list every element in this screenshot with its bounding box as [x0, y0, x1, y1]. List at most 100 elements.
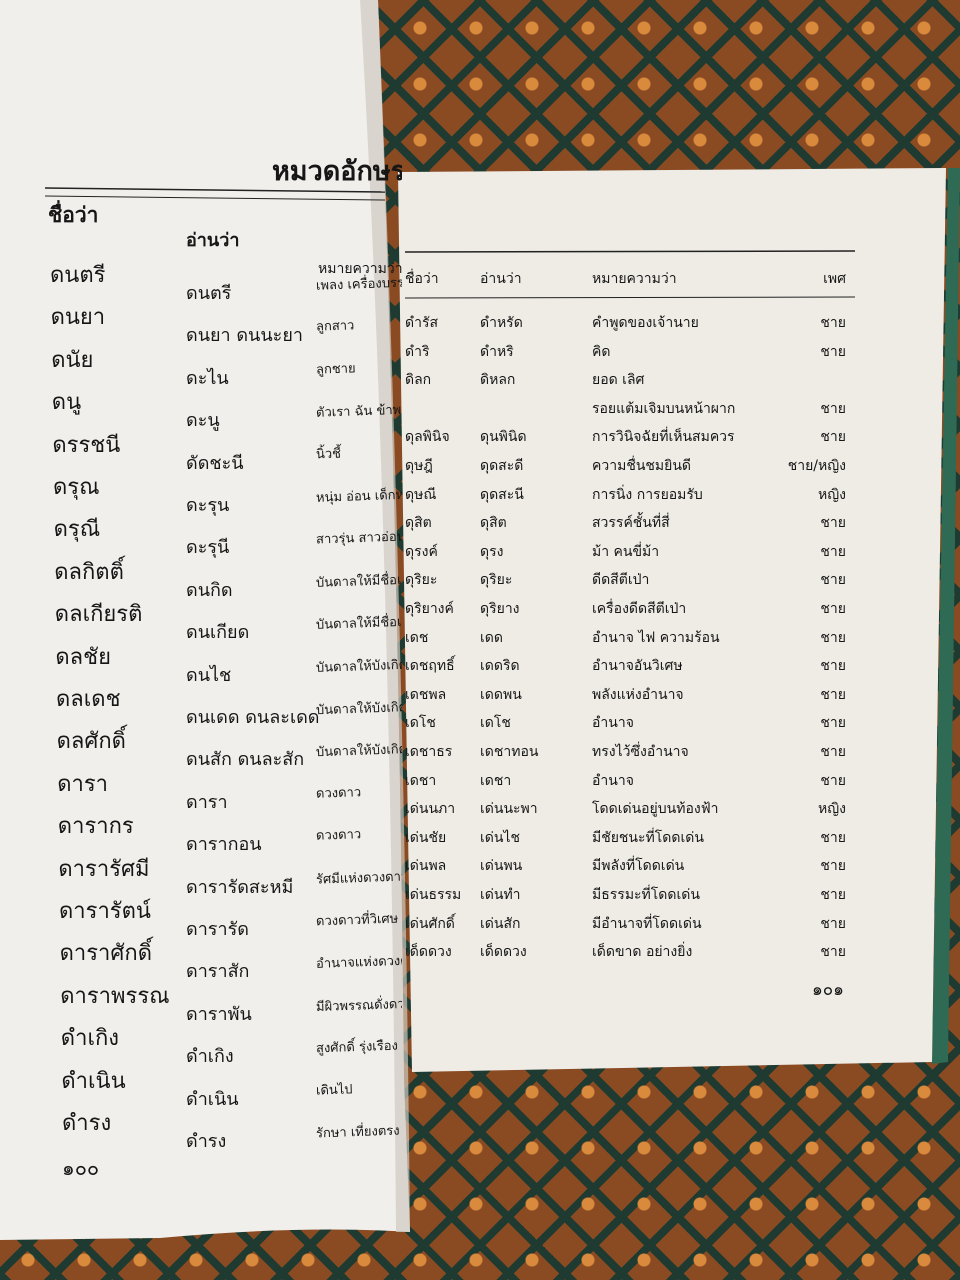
- entry-reading: เด็ดดวง: [480, 944, 527, 961]
- entry-reading: ดำเนิน: [186, 1088, 239, 1110]
- entry-name: เด่นนภา: [405, 801, 456, 818]
- column-header: หมายความว่า: [318, 261, 402, 277]
- entry-reading: เด่นสัก: [480, 915, 521, 932]
- entry-name: เดชาธร: [405, 744, 453, 760]
- entry-name: ดนัย: [51, 347, 94, 373]
- entry-reading: เดชา: [480, 772, 512, 789]
- entry-name: เดโช: [405, 715, 436, 732]
- entry-reading: ดาราพัน: [186, 1003, 252, 1025]
- entry-reading: เด่นนะพา: [480, 801, 538, 818]
- entry-name: เดชา: [405, 772, 437, 789]
- entry-name: ดำรง: [62, 1111, 112, 1136]
- entry-gender: ชาย: [820, 944, 846, 961]
- entry-name: ดารารัตน์: [59, 899, 151, 924]
- entry-meaning: เครื่องดีดสีตีเป่า: [592, 601, 687, 617]
- entry-reading: ดุดสะดี: [480, 458, 524, 474]
- entry-meaning: มีอำนาจที่โดดเด่น: [592, 915, 702, 932]
- entry-name: ดุริยางค์: [405, 601, 454, 617]
- entry-reading: เด่นพน: [480, 858, 523, 875]
- entry-name: ดุรงค์: [405, 543, 438, 560]
- entry-reading: ดนไช: [186, 664, 232, 686]
- entry-name: ดำริ: [405, 343, 430, 360]
- entry-reading: ดุสิต: [480, 515, 507, 532]
- section-title: หมวดอักษร ด: [272, 156, 402, 187]
- entry-name: ดุษฎี: [405, 458, 433, 474]
- entry-meaning: อำนาจ: [592, 715, 634, 732]
- entry-reading: ดุริยะ: [480, 572, 513, 589]
- entry-name: เดชฤทธิ์: [405, 658, 455, 675]
- rule: [44, 187, 386, 193]
- column-header: อ่านว่า: [186, 230, 240, 251]
- entry-reading: ดุรง: [480, 543, 504, 560]
- entry-meaning: โดดเด่นอยู่บนท้องฟ้า: [592, 801, 719, 818]
- entry-name: ดุริยะ: [405, 572, 438, 589]
- entry-meaning: ดีดสีตีเป่า: [592, 572, 650, 589]
- entry-gender: ชาย: [820, 601, 846, 617]
- entry-gender: ชาย: [820, 686, 846, 703]
- entry-name: เด่นศักดิ์: [405, 915, 455, 932]
- entry-reading: ดำเกิง: [186, 1046, 234, 1068]
- entry-meaning: บันดาลให้บังเกิดชัย: [315, 656, 402, 676]
- entry-name: ดำรัส: [405, 315, 439, 331]
- entry-meaning: คิด: [592, 343, 611, 360]
- entry-reading: ดารารัดสะหมี: [186, 876, 294, 898]
- entry-meaning: อำนาจ: [592, 772, 634, 789]
- column-header: ชื่อว่า: [405, 271, 439, 287]
- entry-reading: ดุนพินิด: [480, 429, 527, 446]
- entry-name: เดชพล: [405, 686, 447, 703]
- entry-meaning: พลังแห่งอำนาจ: [592, 686, 684, 703]
- column-header: หมายความว่า: [592, 271, 677, 287]
- entry-name: ดุลพินิจ: [405, 429, 450, 446]
- entry-meaning: มีธรรมะที่โดดเด่น: [592, 887, 700, 903]
- entry-reading: เดดริด: [480, 658, 520, 675]
- entry-reading: ดำรง: [186, 1131, 227, 1152]
- entry-meaning: รักษา เที่ยงตรง: [315, 1123, 400, 1142]
- entry-reading: ดิหลก: [480, 372, 516, 389]
- entry-gender: ชาย: [820, 543, 846, 560]
- entry-gender: ชาย: [820, 772, 846, 789]
- entry-gender: ชาย: [820, 858, 846, 875]
- entry-meaning: สูงศักดิ์ รุ่งเรือง: [315, 1038, 399, 1057]
- entry-reading: ดะนู: [186, 410, 220, 432]
- rule: [404, 250, 856, 253]
- entry-reading: เด่นทำ: [480, 887, 521, 903]
- column-header: เพศ: [823, 271, 846, 287]
- entry-gender: ชาย: [820, 429, 846, 446]
- entry-name: ดิลก: [405, 372, 432, 389]
- entry-gender: ชาย: [820, 515, 846, 532]
- entry-meaning: อำนาจอันวิเศษ: [592, 658, 683, 675]
- entry-meaning: มีพลังที่โดดเด่น: [592, 858, 685, 875]
- entry-meaning: ม้า คนขี่ม้า: [592, 543, 660, 560]
- entry-gender: ชาย: [820, 315, 846, 331]
- entry-reading: ดะรุน: [186, 495, 230, 516]
- entry-meaning: เดินไป: [315, 1081, 353, 1099]
- entry-gender: ชาย: [820, 715, 846, 732]
- entry-reading: เดชาทอน: [480, 744, 539, 760]
- entry-reading: ดะรุนี: [186, 537, 230, 559]
- entry-name: ดรรชนี: [52, 432, 121, 458]
- entry-name: ดลเดช: [56, 687, 121, 712]
- entry-name: ดลศักดิ์: [56, 729, 126, 755]
- page-number: ๑๐๑: [812, 980, 844, 1000]
- entry-meaning: นิ้วชี้: [315, 446, 342, 463]
- entry-reading: ดารากอน: [186, 834, 262, 856]
- entry-reading: ดนยา ดนนะยา: [186, 325, 303, 347]
- entry-meaning: ดวงดาว: [315, 785, 362, 802]
- entry-meaning: ยอด เลิศ: [592, 372, 645, 389]
- entry-reading: ดะไน: [186, 367, 229, 389]
- entry-name: ดารารัศมี: [58, 856, 150, 882]
- entry-meaning: สาวรุ่น สาวอ่อน: [315, 529, 402, 548]
- entry-meaning: เด็ดขาด อย่างยิ่ง: [592, 944, 693, 961]
- entry-gender: หญิง: [818, 486, 846, 503]
- entry-meaning: หนุ่ม อ่อน เด็กหนุ่ม: [315, 487, 402, 506]
- entry-meaning: การวินิจฉัยที่เห็นสมควร: [592, 429, 735, 446]
- entry-reading: ดำหรัด: [480, 315, 523, 331]
- entry-meaning: ทรงไว้ซึ่งอำนาจ: [592, 744, 689, 760]
- entry-gender: ชาย: [820, 829, 846, 846]
- entry-name: ดนตรี: [50, 263, 106, 288]
- entry-reading: ดนเกียด: [186, 622, 250, 644]
- entry-reading: ดุดสะนี: [480, 486, 524, 503]
- entry-meaning: รอยแต้มเจิมบนหน้าผาก: [592, 400, 736, 417]
